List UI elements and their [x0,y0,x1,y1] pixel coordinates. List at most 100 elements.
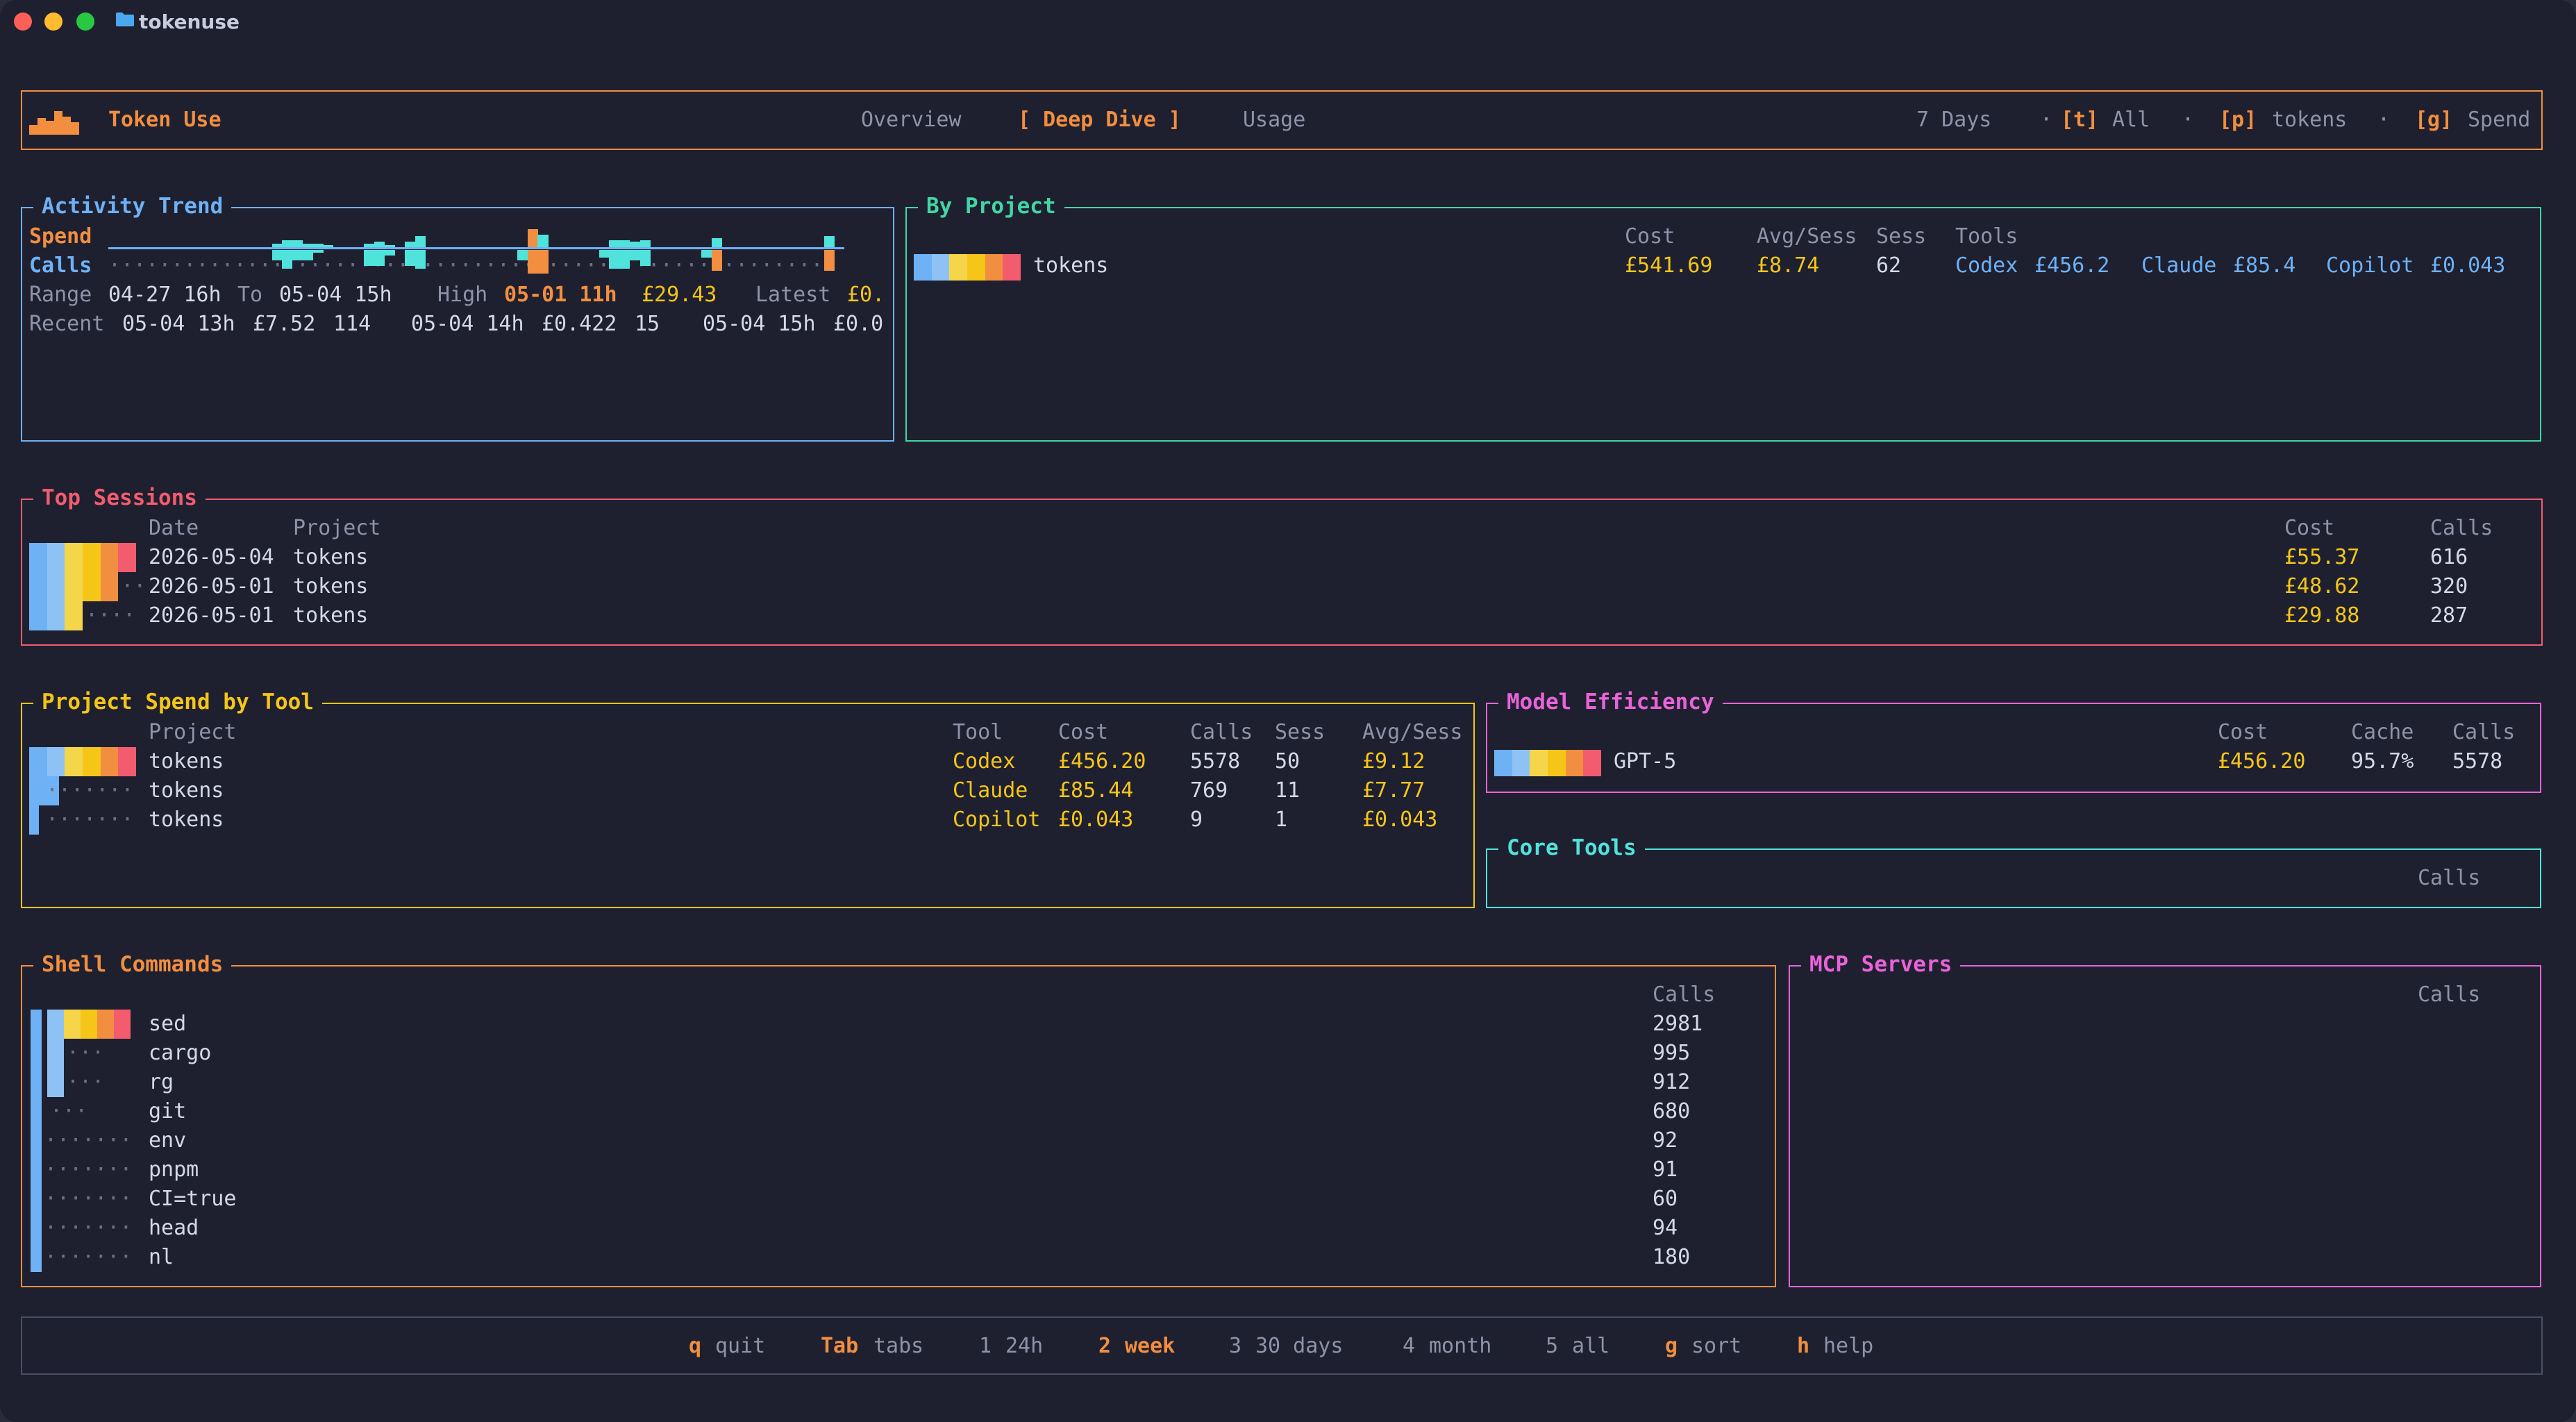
filter-sort-key[interactable]: [g] [2415,108,2453,132]
key-quit[interactable]: q [689,1334,702,1358]
key-24h[interactable]: 1 [979,1334,992,1358]
tool-copilot-name: Copilot [2326,253,2414,278]
bar-segment [1530,750,1548,776]
tab-deep-dive[interactable]: [ Deep Dive ] [1018,108,1181,132]
close-window-button[interactable] [14,12,32,31]
project-spend-bar [914,254,1021,281]
key-tabs[interactable]: Tab [821,1334,859,1358]
row-sess: 1 [1275,808,1288,832]
shell-command-calls: 2981 [1653,1012,1703,1036]
filter-tool-key[interactable]: [t] [2061,108,2099,132]
separator: · [2377,108,2391,132]
key-all-label: all [1572,1334,1610,1358]
shell-command-name[interactable]: git [149,1099,187,1123]
tool-copilot-value: £0.043 [2430,253,2506,278]
filter-project-key[interactable]: [p] [2219,108,2257,132]
bar-segment [100,747,119,776]
session-date[interactable]: 2026-05-01 [149,603,274,628]
calls-label: Calls [29,253,92,278]
bar-trail-dots: ··· [67,1070,105,1094]
bar-segment [114,1010,131,1039]
maximize-window-button[interactable] [76,12,94,31]
bar-segment [81,1010,97,1039]
shell-command-name[interactable]: nl [149,1245,174,1269]
folder-icon [116,12,134,26]
column-header-calls: Calls [2430,516,2493,540]
project-spend-by-tool-panel: Project Spend by Tool Project Tool Cost … [21,687,1475,908]
recent-time: 05-04 15h [703,312,816,336]
row-project[interactable]: tokens [149,778,224,803]
tree-trunk [31,1126,42,1155]
panel-title: Model Efficiency [1498,687,1723,717]
panel-title: Project Spend by Tool [33,687,322,717]
spend-bar [629,242,641,247]
bar-trail-dots: ······· [44,1187,133,1211]
bar-segment [967,254,985,281]
tab-usage[interactable]: Usage [1243,108,1306,132]
shell-command-name[interactable]: cargo [149,1041,212,1065]
tree-trunk [31,1039,42,1068]
range-label[interactable]: 7 Days [1916,108,1992,132]
range-from: 04-27 16h [108,283,221,307]
column-header-sess: Sess [1275,720,1325,744]
high-value: £29.43 [642,283,717,307]
column-header-sess: Sess [1876,224,1927,249]
filter-project-value[interactable]: tokens [2272,108,2348,132]
column-header-avg-sess: Avg/Sess [1362,720,1463,744]
shell-command-calls: 995 [1653,1041,1691,1065]
tree-trunk [31,1097,42,1126]
minimize-window-button[interactable] [44,12,62,31]
panel-title: Top Sessions [33,483,206,512]
app-logo-icon [29,111,79,135]
bar-segment [1548,750,1566,776]
key-30days[interactable]: 3 [1229,1334,1242,1358]
to-label: To [237,283,263,307]
spend-label: Spend [29,224,92,249]
shell-command-name[interactable]: head [149,1216,199,1240]
bar-trail-dots: ·· [121,574,147,599]
shell-command-name[interactable]: CI=true [149,1187,237,1211]
project-name[interactable]: tokens [1033,253,1109,278]
calls-bar [404,250,416,266]
tab-overview[interactable]: Overview [861,108,962,132]
calls-bar [374,250,385,266]
calls-bar [292,250,303,261]
spend-bar [639,240,651,247]
spend-bar [823,236,835,247]
column-header-cache: Cache [2351,720,2414,744]
key-help[interactable]: h [1797,1334,1810,1358]
column-header-cost: Cost [1058,720,1109,744]
session-date[interactable]: 2026-05-04 [149,545,274,569]
bar-segment [1512,750,1530,776]
key-week[interactable]: 2 [1098,1334,1112,1358]
shell-command-name[interactable]: sed [149,1012,187,1036]
filter-tool-value[interactable]: All [2112,108,2150,132]
bar-trail-dots: ······· [44,1128,133,1153]
key-sort[interactable]: g [1665,1334,1678,1358]
spend-bar [619,240,630,247]
row-project[interactable]: tokens [149,749,224,773]
session-project: tokens [293,545,369,569]
key-help-label: help [1823,1334,1874,1358]
session-date[interactable]: 2026-05-01 [149,574,274,599]
session-calls: 287 [2430,603,2468,628]
column-header-tools: Tools [1955,224,2018,249]
mcp-servers-panel: MCP Servers Calls [1789,950,2541,1287]
row-project[interactable]: tokens [149,808,224,832]
session-cost: £55.37 [2284,545,2360,569]
calls-bar [599,250,610,258]
bar-segment [118,747,136,776]
key-all[interactable]: 5 [1546,1334,1559,1358]
shell-command-name[interactable]: rg [149,1070,174,1094]
model-name[interactable]: GPT-5 [1614,749,1677,773]
shell-commands-list: sed 2981 ··· cargo 995 ··· rg 912 ··· git 680 ·····… [22,967,1772,1286]
shell-command-name[interactable]: pnpm [149,1157,199,1182]
tree-trunk [31,1155,42,1185]
shell-command-name[interactable]: env [149,1128,187,1153]
recent-calls: 114 [333,312,371,336]
tree-trunk [31,1068,42,1097]
calls-bar [609,250,620,269]
key-month[interactable]: 4 [1403,1334,1416,1358]
filter-sort-value[interactable]: Spend [2468,108,2531,132]
